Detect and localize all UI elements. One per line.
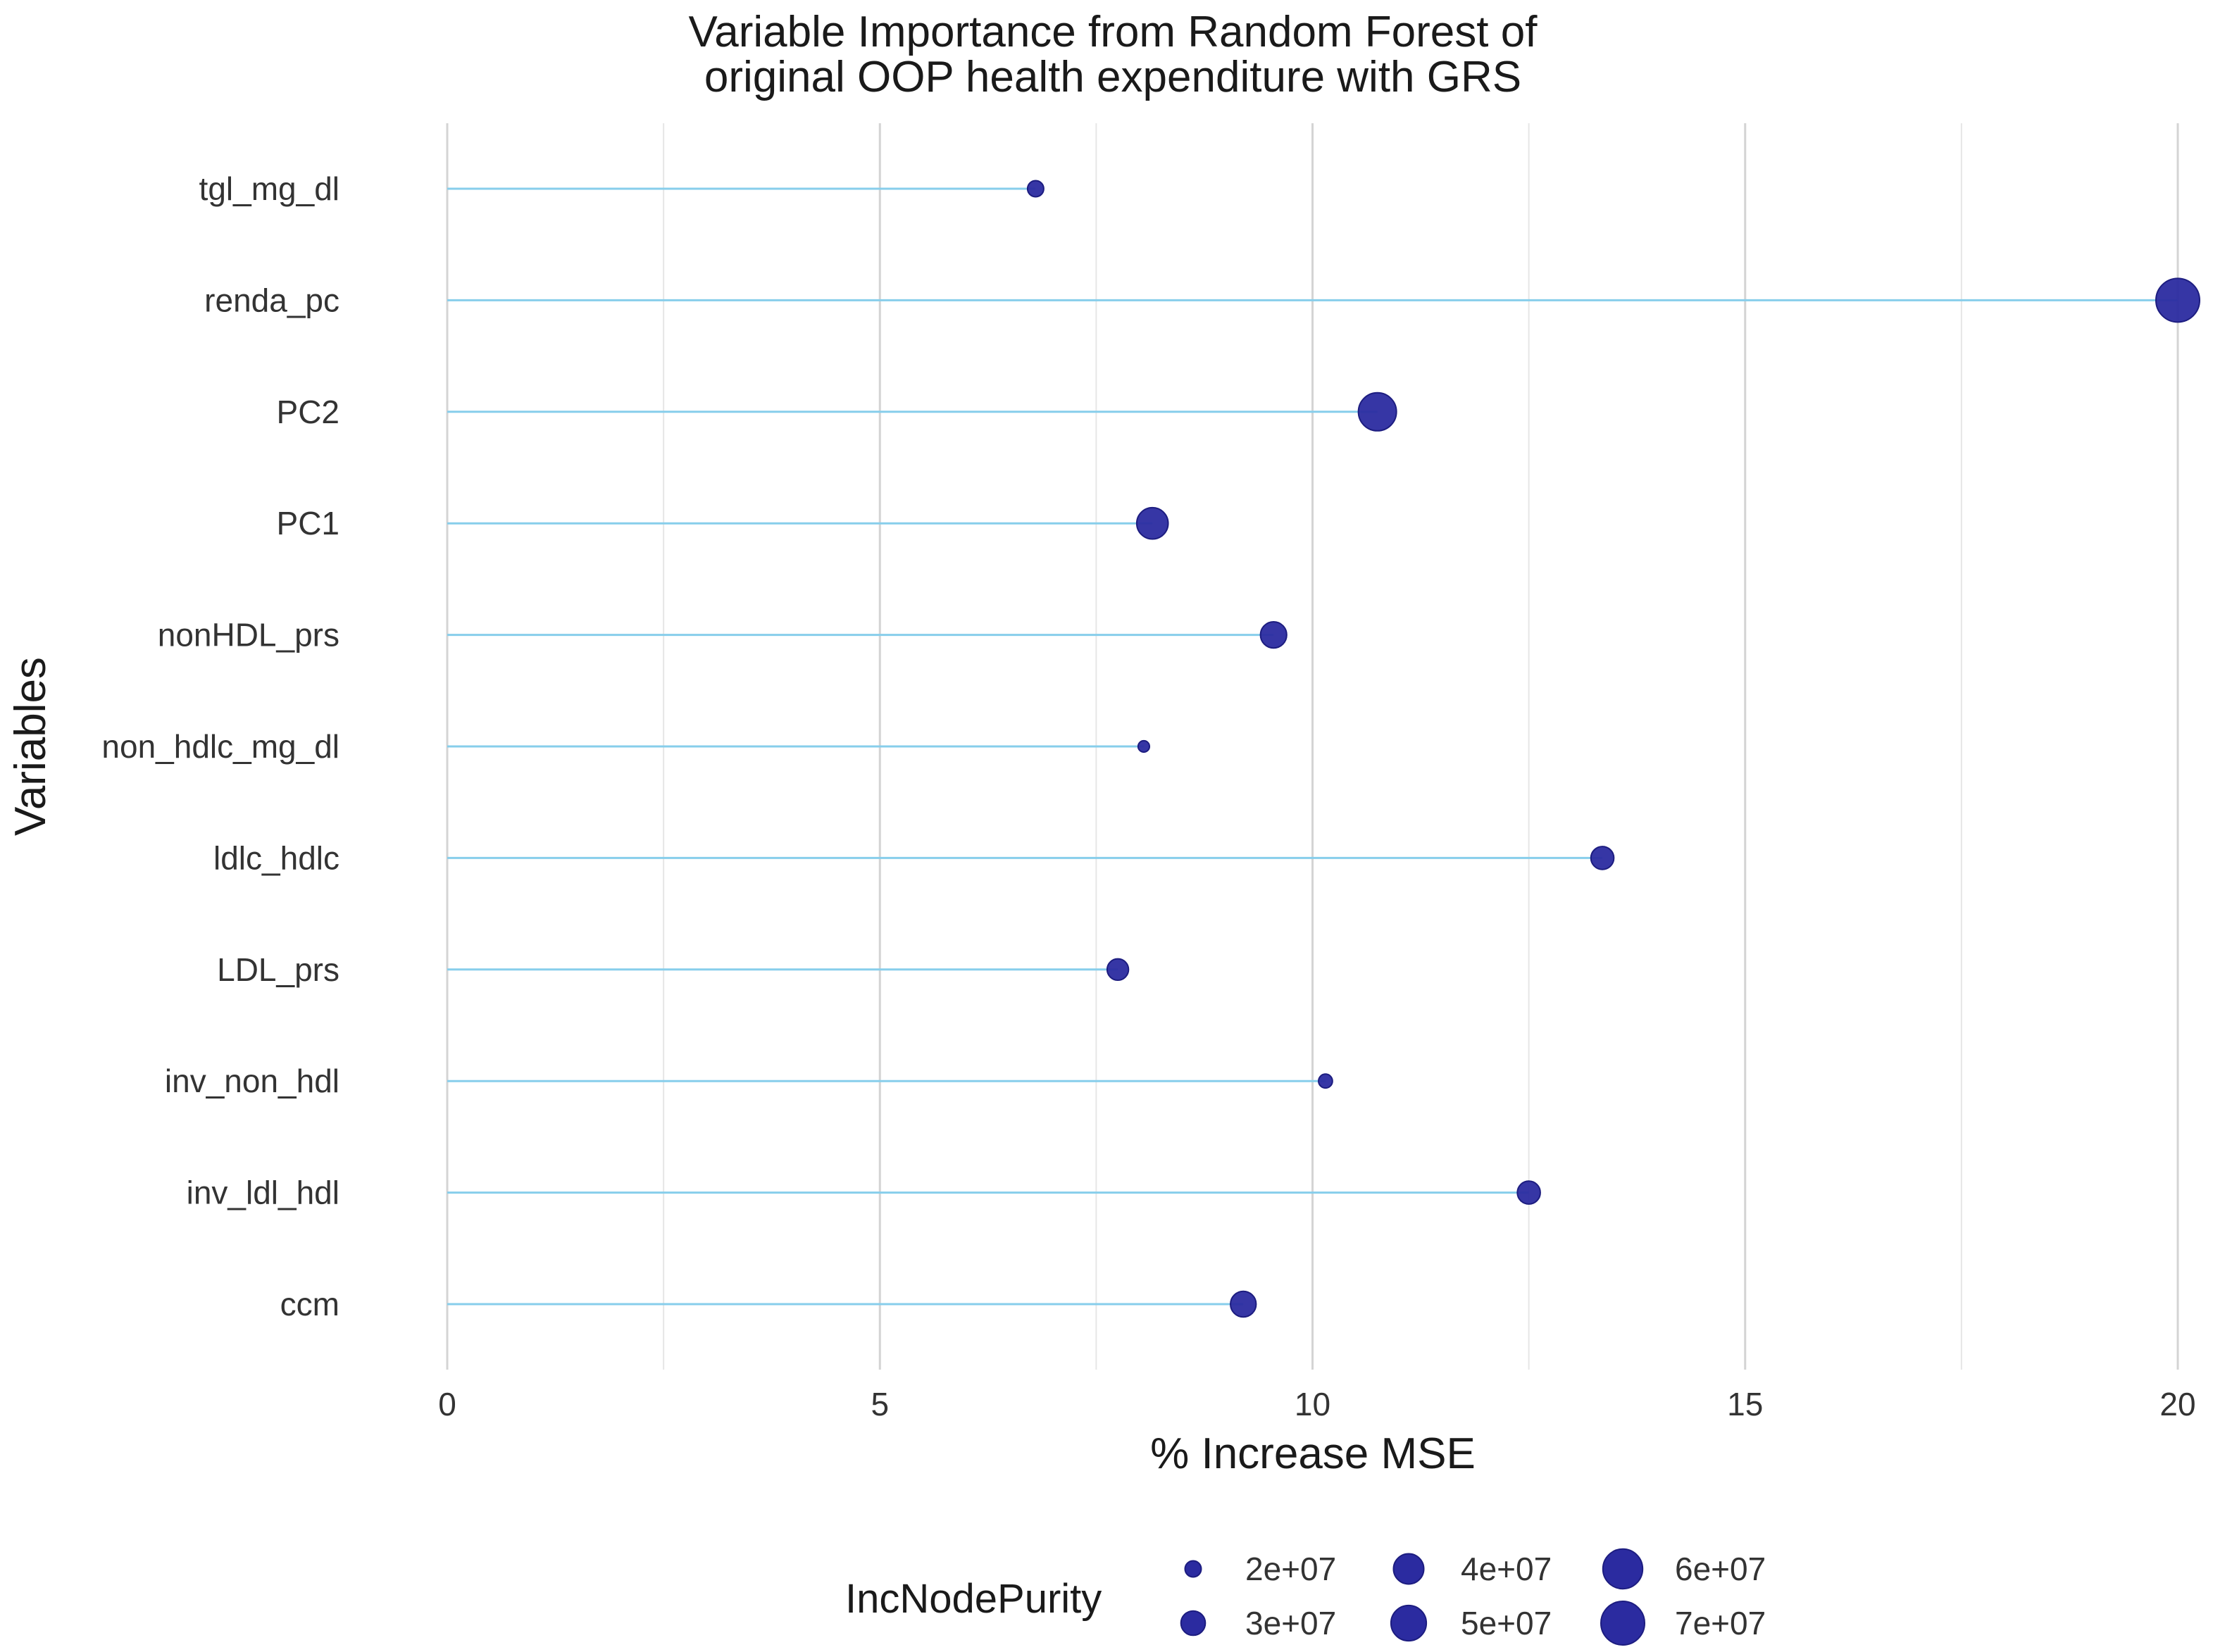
- point-ldlc_hdlc: [1590, 846, 1615, 870]
- y-axis-title: Variables: [6, 657, 55, 836]
- x-tick-label: 5: [871, 1386, 889, 1422]
- legend-key-7e+07: [1600, 1601, 1645, 1646]
- x-axis-title: % Increase MSE: [1150, 1429, 1476, 1478]
- y-tick-label: ldlc_hdlc: [213, 839, 339, 876]
- point-inv_non_hdl: [1318, 1073, 1333, 1089]
- point-non_hdlc_mg_dl: [1137, 739, 1151, 753]
- chart-title-line-1: Variable Importance from Random Forest o…: [689, 8, 1538, 56]
- legend-label: 4e+07: [1461, 1551, 1552, 1587]
- y-tick-label: renda_pc: [204, 282, 339, 318]
- legend-key-3e+07: [1180, 1610, 1207, 1637]
- point-renda_pc: [2155, 277, 2200, 323]
- point-ccm: [1230, 1290, 1257, 1318]
- chart-title-line-2: original OOP health expenditure with GRS: [704, 53, 1521, 101]
- legend-key-4e+07: [1392, 1553, 1425, 1585]
- points: [1026, 180, 2200, 1318]
- x-tick-labels: 0 5 10 15 20: [438, 1386, 2195, 1422]
- y-tick-label: LDL_prs: [217, 951, 339, 988]
- legend-key-2e+07: [1184, 1560, 1202, 1578]
- legend-title: IncNodePurity: [845, 1576, 1102, 1622]
- legend-label: 5e+07: [1461, 1605, 1552, 1641]
- x-tick-label: 10: [1295, 1386, 1330, 1422]
- y-tick-label: nonHDL_prs: [158, 617, 339, 653]
- x-tick-label: 0: [438, 1386, 456, 1422]
- legend-label: 7e+07: [1675, 1605, 1766, 1641]
- stems: [447, 187, 2178, 1306]
- legend-key-6e+07: [1602, 1548, 1644, 1590]
- legend-label: 6e+07: [1675, 1551, 1766, 1587]
- y-tick-label: inv_ldl_hdl: [187, 1175, 339, 1211]
- y-tick-label: PC1: [277, 505, 339, 542]
- y-tick-label: non_hdlc_mg_dl: [101, 728, 339, 765]
- point-LDL_prs: [1106, 958, 1130, 982]
- y-tick-label: PC2: [277, 394, 339, 430]
- point-PC2: [1357, 392, 1397, 432]
- y-tick-label: inv_non_hdl: [165, 1063, 339, 1099]
- y-tick-labels: tgl_mg_dl renda_pc PC2 PC1 nonHDL_prs non_hdl…: [101, 170, 339, 1322]
- point-inv_ldl_hdl: [1516, 1180, 1541, 1205]
- legend-label: 3e+07: [1245, 1605, 1336, 1641]
- point-nonHDL_prs: [1259, 621, 1288, 649]
- x-tick-label: 20: [2159, 1386, 2195, 1422]
- point-PC1: [1135, 506, 1169, 540]
- point-tgl_mg_dl: [1026, 180, 1045, 198]
- y-tick-label: ccm: [280, 1286, 339, 1322]
- legend: IncNodePurity 2e+07 3e+07 4e+07 5e+07 6e+07 7…: [845, 1548, 1766, 1646]
- x-tick-label: 15: [1727, 1386, 1763, 1422]
- y-tick-label: tgl_mg_dl: [199, 170, 339, 207]
- legend-key-5e+07: [1390, 1604, 1428, 1642]
- legend-label: 2e+07: [1245, 1551, 1336, 1587]
